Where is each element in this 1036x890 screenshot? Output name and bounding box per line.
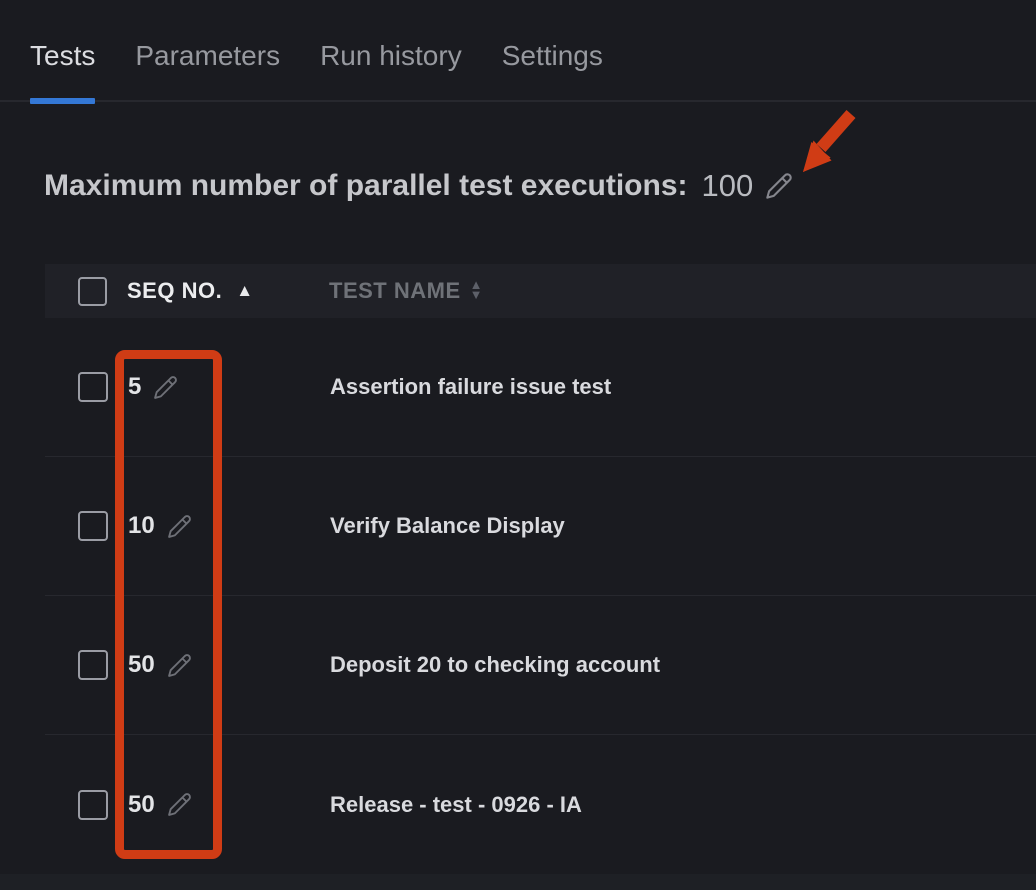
row-checkbox[interactable] [78, 789, 108, 820]
edit-seq-pencil-icon[interactable] [167, 653, 192, 678]
annotation-red-arrow [803, 110, 856, 172]
tab-bar: Tests Parameters Run history Settings [0, 0, 1036, 104]
table-row: 10 Verify Balance Display [45, 457, 1036, 596]
test-name-link[interactable]: Release - test - 0926 - IA [330, 791, 582, 817]
seq-no-column-label: SEQ NO. [127, 278, 223, 303]
sort-ascending-icon: ▲ [236, 281, 254, 300]
edit-seq-pencil-icon[interactable] [167, 792, 192, 817]
test-name-link[interactable]: Deposit 20 to checking account [330, 652, 661, 677]
table-footer-strip [0, 874, 1036, 890]
edit-seq-pencil-icon[interactable] [167, 514, 192, 539]
column-header-test-name[interactable]: TEST NAME ▲ ▼ [329, 278, 483, 304]
test-name-link[interactable]: Verify Balance Display [330, 513, 565, 538]
test-name-link[interactable]: Assertion failure issue test [330, 374, 612, 399]
table-row: 50 Release - test - 0926 - IA [45, 735, 1036, 874]
seq-no-value: 10 [128, 512, 155, 539]
max-parallel-heading: Maximum number of parallel test executio… [44, 168, 793, 204]
tab-run-history[interactable]: Run history [320, 40, 462, 71]
max-parallel-value: 100 [701, 168, 754, 203]
select-all-checkbox[interactable] [78, 276, 107, 306]
tests-table-header: SEQ NO. ▲ TEST NAME ▲ ▼ [45, 264, 1036, 318]
seq-no-value: 5 [128, 373, 142, 400]
table-row: 50 Deposit 20 to checking account [45, 596, 1036, 735]
row-checkbox[interactable] [78, 372, 108, 402]
seq-no-value: 50 [128, 651, 155, 678]
test-name-column-label: TEST NAME [329, 278, 461, 303]
tab-parameters[interactable]: Parameters [135, 40, 281, 71]
row-checkbox[interactable] [78, 650, 108, 680]
edit-seq-pencil-icon[interactable] [153, 375, 178, 400]
sort-both-icon: ▲ ▼ [469, 277, 483, 302]
column-header-seq-no[interactable]: SEQ NO. ▲ [127, 278, 329, 304]
tab-tests[interactable]: Tests [30, 12, 96, 104]
row-checkbox[interactable] [78, 511, 108, 541]
table-row: 5 Assertion failure issue test [45, 318, 1036, 457]
edit-max-parallel-pencil-icon[interactable] [765, 172, 793, 200]
max-parallel-label: Maximum number of parallel test executio… [44, 169, 688, 202]
tests-table: SEQ NO. ▲ TEST NAME ▲ ▼ 5 Assertion fail… [45, 264, 1036, 874]
seq-no-value: 50 [128, 790, 155, 818]
tab-settings[interactable]: Settings [501, 40, 603, 71]
